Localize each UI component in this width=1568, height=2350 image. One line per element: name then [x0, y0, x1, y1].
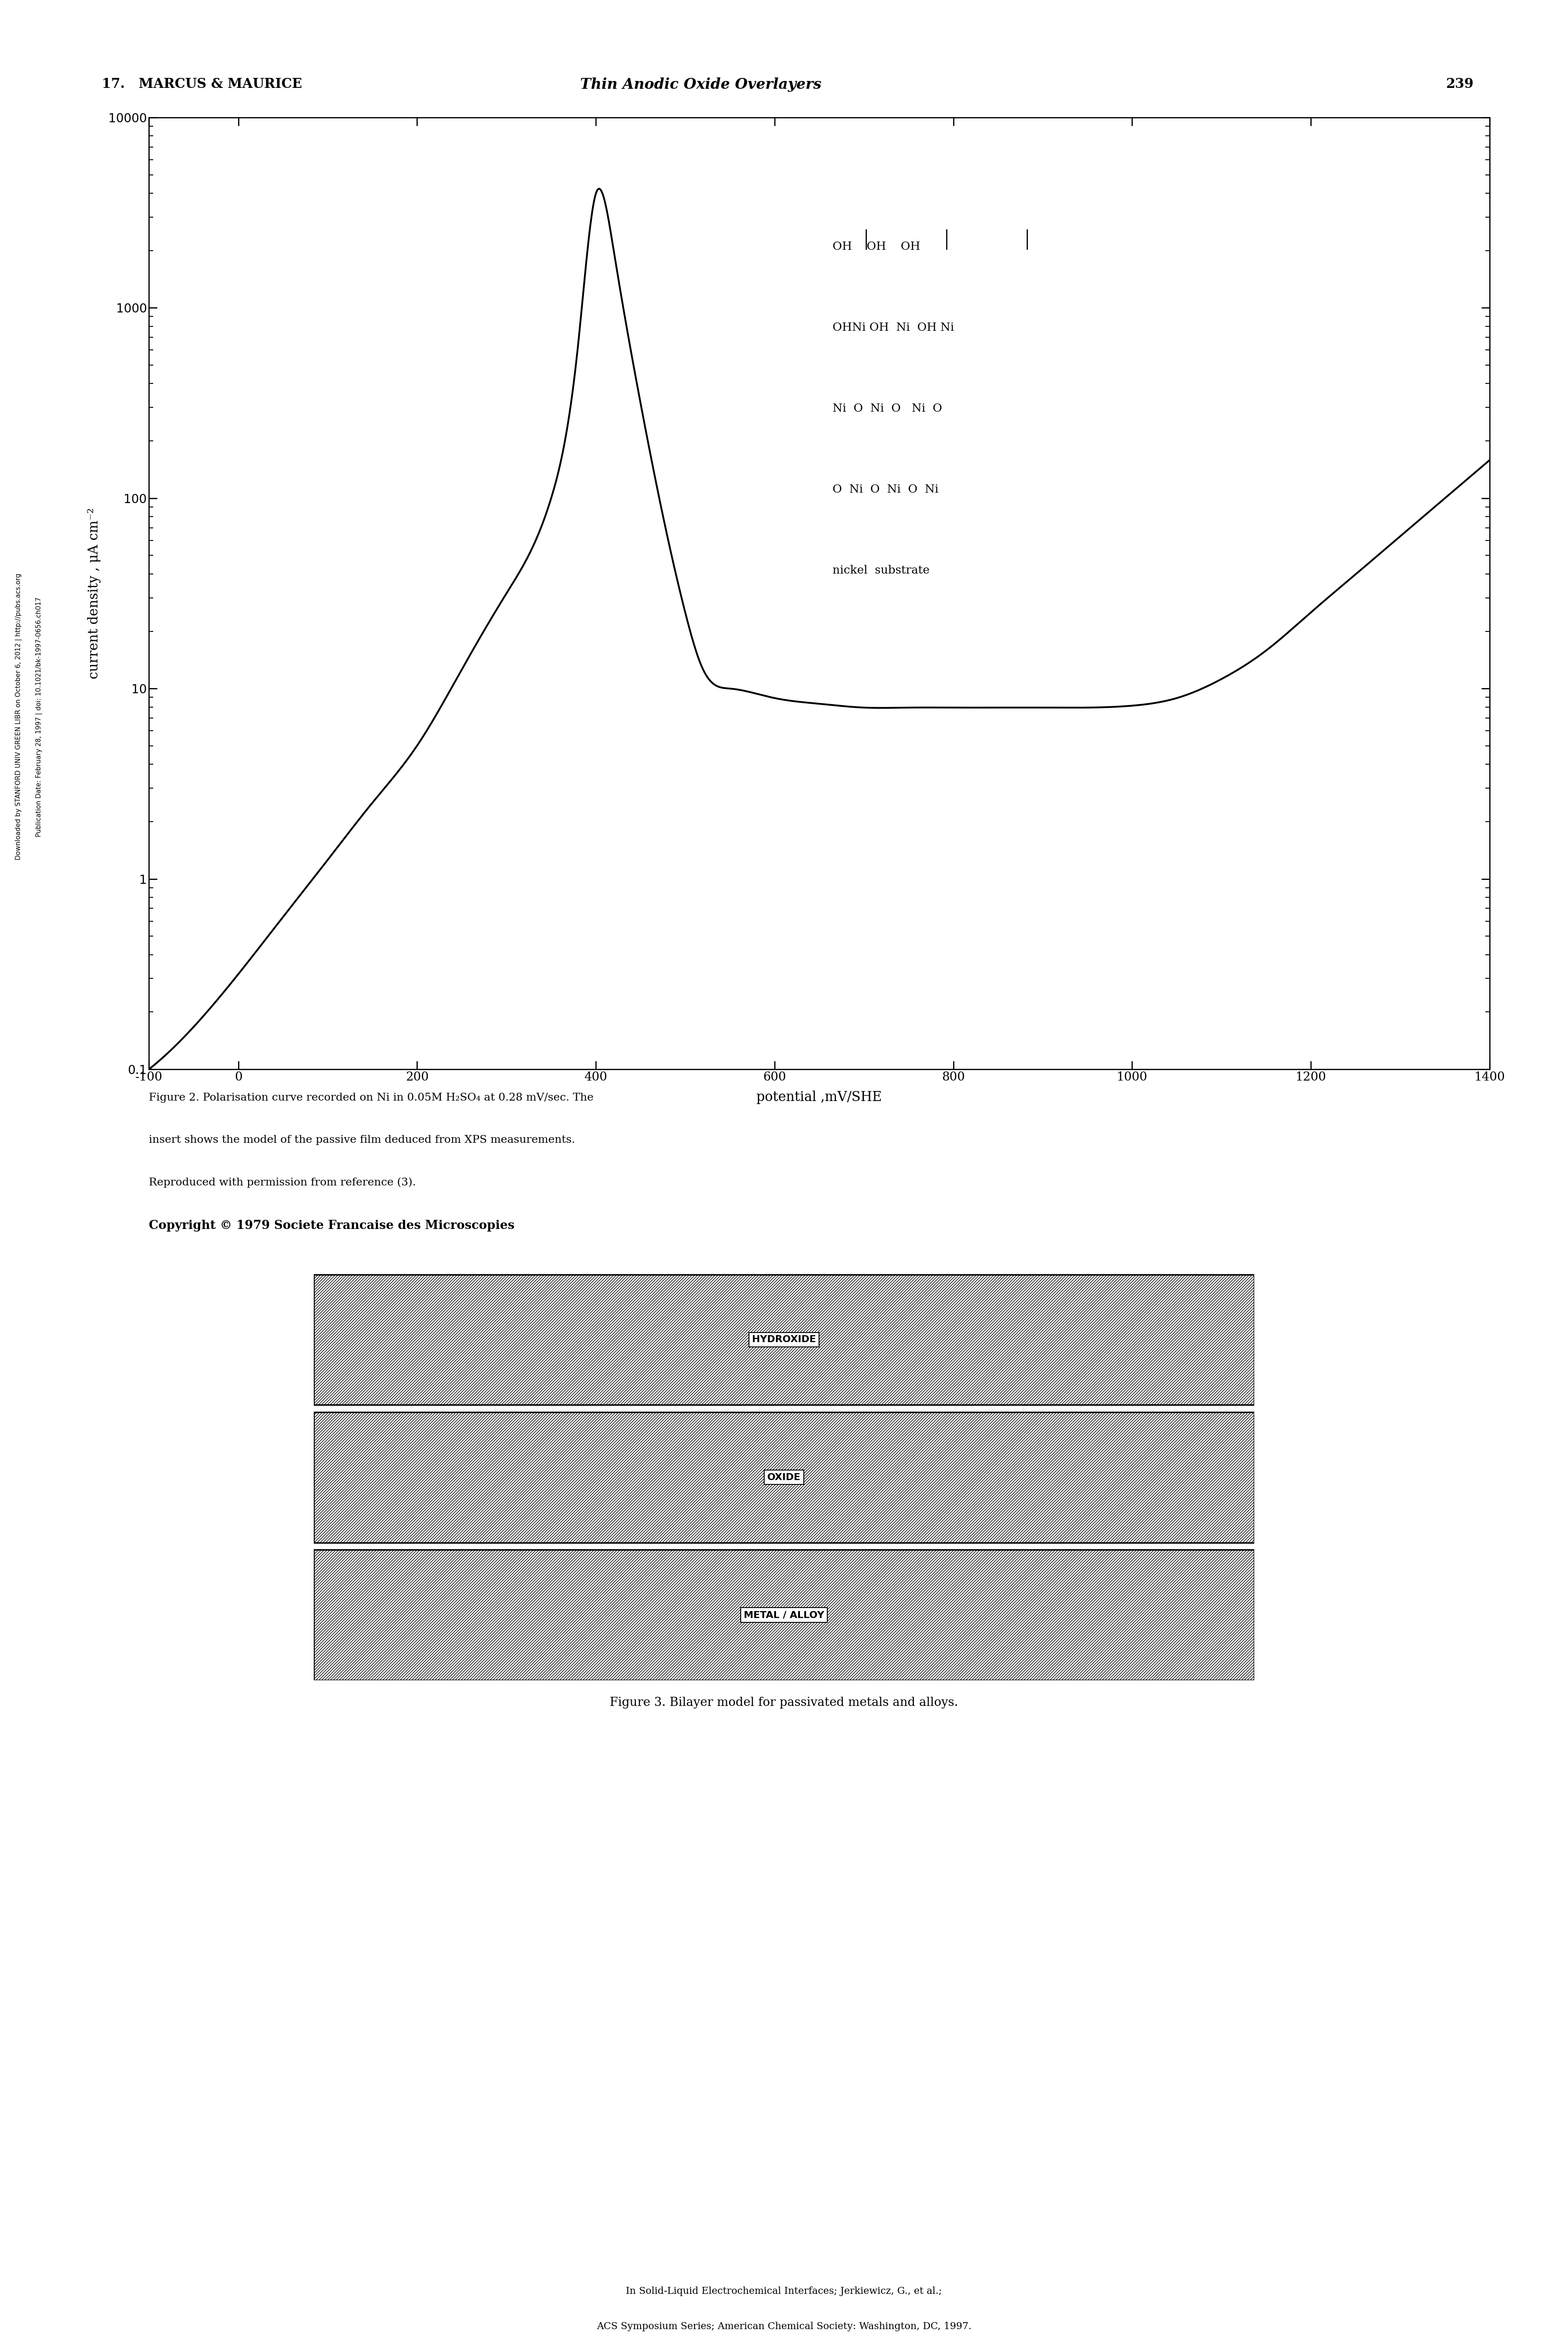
- Text: Figure 3. Bilayer model for passivated metals and alloys.: Figure 3. Bilayer model for passivated m…: [610, 1697, 958, 1708]
- Text: Figure 2. Polarisation curve recorded on Ni in 0.05M H₂SO₄ at 0.28 mV/sec. The: Figure 2. Polarisation curve recorded on…: [149, 1093, 594, 1102]
- Text: Publication Date: February 28, 1997 | doi: 10.1021/bk-1997-0656.ch017: Publication Date: February 28, 1997 | do…: [36, 597, 42, 837]
- Text: HYDROXIDE: HYDROXIDE: [753, 1335, 815, 1344]
- Text: nickel  substrate: nickel substrate: [833, 564, 930, 576]
- Text: 17.   MARCUS & MAURICE: 17. MARCUS & MAURICE: [102, 78, 303, 92]
- Bar: [314, 1274, 1254, 1405]
- Text: Ni  O  Ni  O   Ni  O: Ni O Ni O Ni O: [833, 404, 942, 414]
- Text: OXIDE: OXIDE: [767, 1473, 801, 1483]
- Text: Downloaded by STANFORD UNIV GREEN LIBR on October 6, 2012 | http://pubs.acs.org: Downloaded by STANFORD UNIV GREEN LIBR o…: [16, 573, 22, 860]
- Text: insert shows the model of the passive film deduced from XPS measurements.: insert shows the model of the passive fi…: [149, 1135, 575, 1144]
- Text: OHNi OH  Ni  OH Ni: OHNi OH Ni OH Ni: [833, 322, 955, 334]
- Text: ACS Symposium Series; American Chemical Society: Washington, DC, 1997.: ACS Symposium Series; American Chemical …: [596, 2322, 972, 2331]
- Bar: [314, 1412, 1254, 1542]
- X-axis label: potential ,mV/SHE: potential ,mV/SHE: [756, 1090, 883, 1104]
- Y-axis label: current density , μA cm⁻²: current density , μA cm⁻²: [88, 508, 100, 679]
- Text: OH    OH    OH: OH OH OH: [833, 242, 920, 251]
- Text: 239: 239: [1446, 78, 1474, 92]
- Text: METAL / ALLOY: METAL / ALLOY: [743, 1610, 825, 1619]
- Bar: [314, 1551, 1254, 1680]
- Text: Thin Anodic Oxide Overlayers: Thin Anodic Oxide Overlayers: [580, 78, 822, 92]
- Text: In Solid-Liquid Electrochemical Interfaces; Jerkiewicz, G., et al.;: In Solid-Liquid Electrochemical Interfac…: [626, 2287, 942, 2296]
- Text: Reproduced with permission from reference (3).: Reproduced with permission from referenc…: [149, 1177, 416, 1187]
- Text: Copyright © 1979 Societe Francaise des Microscopies: Copyright © 1979 Societe Francaise des M…: [149, 1220, 514, 1231]
- Text: O  Ni  O  Ni  O  Ni: O Ni O Ni O Ni: [833, 484, 939, 496]
